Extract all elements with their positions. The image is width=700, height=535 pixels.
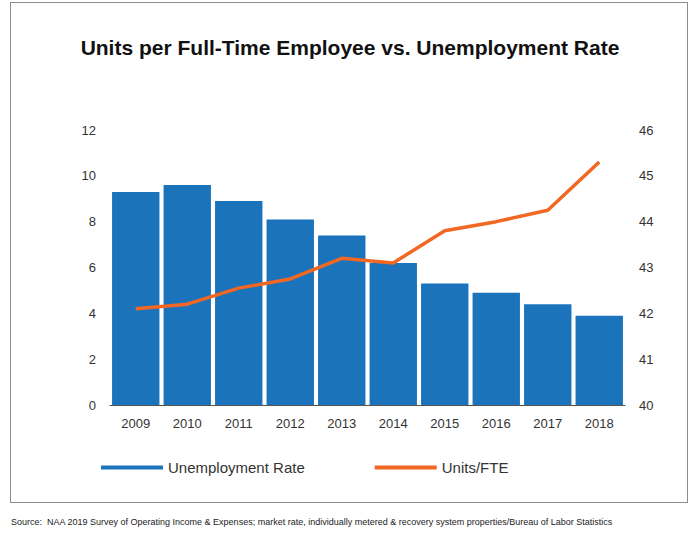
svg-text:2018: 2018 [585,416,614,431]
svg-text:2010: 2010 [173,416,202,431]
svg-text:2: 2 [89,352,96,367]
svg-text:42: 42 [639,306,653,321]
svg-text:44: 44 [639,214,653,229]
svg-text:0: 0 [89,398,96,413]
svg-text:46: 46 [639,123,653,138]
svg-text:45: 45 [639,168,653,183]
svg-text:Unemployment Rate: Unemployment Rate [168,459,305,476]
svg-text:Units/FTE: Units/FTE [442,459,509,476]
svg-text:2011: 2011 [225,416,253,431]
svg-text:2009: 2009 [121,416,150,431]
svg-text:2013: 2013 [327,416,356,431]
svg-text:6: 6 [89,260,96,275]
svg-text:43: 43 [639,260,653,275]
svg-text:2012: 2012 [276,416,305,431]
svg-text:2015: 2015 [430,416,459,431]
svg-text:2017: 2017 [533,416,562,431]
svg-text:12: 12 [82,123,96,138]
svg-text:40: 40 [639,398,653,413]
svg-text:10: 10 [82,168,96,183]
svg-text:8: 8 [89,214,96,229]
svg-text:2016: 2016 [482,416,511,431]
svg-text:4: 4 [89,306,96,321]
svg-text:Source: NAA 2019 Survey of Op: Source: NAA 2019 Survey of Operating Inc… [11,517,613,527]
svg-text:41: 41 [639,352,653,367]
svg-text:Units per Full-Time Employee v: Units per Full-Time Employee vs. Unemplo… [81,36,620,59]
svg-text:2014: 2014 [379,416,408,431]
